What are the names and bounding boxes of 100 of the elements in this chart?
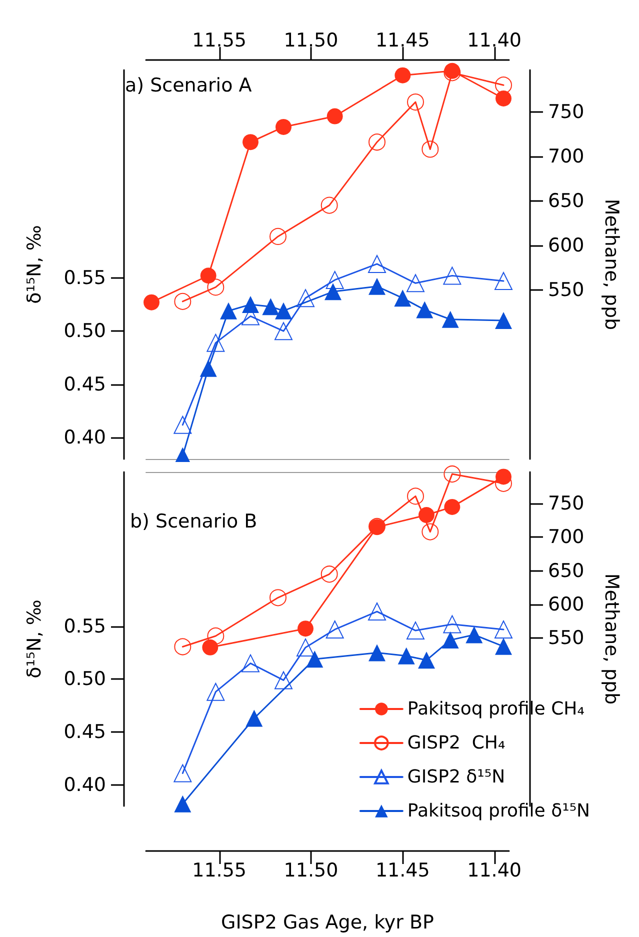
point — [406, 622, 424, 640]
point — [202, 639, 218, 656]
point — [495, 76, 512, 94]
annotation: b) Scenario B — [130, 510, 258, 532]
point — [242, 654, 260, 672]
legend-label: GISP2 CH₄ — [407, 732, 506, 754]
point — [320, 566, 338, 583]
point — [274, 322, 292, 340]
y2-tick-label: 600 — [548, 593, 584, 616]
point — [407, 94, 424, 111]
point — [443, 266, 462, 285]
point — [326, 108, 343, 124]
point — [444, 498, 460, 515]
point — [442, 632, 459, 649]
point — [200, 268, 216, 284]
point — [442, 310, 459, 328]
point — [495, 638, 512, 655]
y2-tick-label: 700 — [548, 526, 584, 548]
point — [466, 626, 483, 644]
y2-tick-label: 650 — [548, 560, 584, 582]
point — [275, 302, 292, 320]
legend-label: GISP2 δ¹⁵N — [407, 766, 506, 788]
y-tick-label: 0.40 — [64, 426, 106, 449]
legend-label: Pakitsoq profile δ¹⁵N — [407, 800, 590, 822]
x-tick-label: 11.50 — [284, 860, 338, 882]
point — [320, 196, 338, 214]
point — [324, 283, 342, 300]
point — [242, 296, 259, 313]
point — [394, 290, 412, 307]
point — [494, 272, 512, 290]
y2-tick-label: 550 — [548, 626, 584, 649]
point — [407, 488, 424, 505]
point — [174, 638, 192, 656]
point — [174, 764, 192, 782]
point — [495, 312, 512, 329]
point — [398, 647, 415, 664]
point — [422, 523, 439, 540]
y2-tick-label: 650 — [548, 190, 584, 212]
point — [368, 278, 386, 295]
point — [496, 468, 512, 485]
point — [326, 620, 344, 638]
point — [494, 620, 512, 638]
point — [368, 134, 386, 151]
x-tick-label: 11.55 — [192, 860, 247, 882]
x-tick-label: 11.50 — [284, 30, 338, 52]
x-axis-title: GISP2 Gas Age, kyr BP — [220, 912, 434, 934]
point — [207, 627, 224, 644]
x-tick-label: 11.45 — [375, 30, 430, 52]
y-tick-label: 0.40 — [64, 774, 106, 796]
x-tick-label: 11.40 — [467, 860, 522, 882]
point — [207, 278, 224, 296]
point — [296, 638, 314, 656]
y-tick-label: 0.45 — [64, 721, 106, 744]
point — [418, 507, 434, 524]
y2-axis-title: Methane, ppb — [600, 198, 622, 330]
point — [368, 602, 386, 621]
point — [443, 615, 462, 634]
y2-tick-label: 750 — [548, 100, 584, 123]
y-tick-label: 0.55 — [64, 615, 106, 638]
point — [298, 620, 314, 637]
point — [496, 90, 512, 106]
point — [246, 710, 263, 727]
point — [174, 416, 192, 434]
y2-tick-label: 600 — [548, 234, 584, 256]
y2-tick-label: 550 — [548, 278, 584, 301]
x-tick-label: 11.45 — [375, 860, 430, 882]
y-axis-title: δ¹⁵N, ‰ — [24, 225, 46, 304]
y2-tick-label: 750 — [548, 492, 584, 515]
point — [444, 466, 461, 483]
point — [200, 360, 217, 377]
point — [418, 652, 435, 669]
point — [220, 302, 237, 320]
point — [394, 67, 411, 84]
point — [274, 671, 292, 690]
point — [416, 301, 434, 318]
point — [262, 298, 280, 316]
x-tick-label: 11.55 — [192, 30, 247, 52]
y-tick-label: 0.55 — [64, 266, 106, 289]
point — [174, 292, 192, 310]
point — [174, 795, 192, 812]
point — [270, 228, 286, 245]
point — [368, 254, 386, 273]
point — [242, 134, 258, 150]
y-tick-label: 0.50 — [64, 668, 106, 690]
point — [206, 682, 225, 701]
point — [276, 118, 292, 135]
y2-axis-title: Methane, ppb — [600, 573, 622, 705]
point — [406, 274, 424, 292]
point — [422, 140, 439, 158]
x-tick-label: 11.40 — [467, 30, 522, 52]
annotation: a) Scenario A — [125, 74, 252, 96]
point — [270, 589, 286, 606]
y-tick-label: 0.45 — [64, 373, 106, 396]
point — [206, 334, 225, 352]
point — [306, 650, 324, 668]
point — [296, 289, 314, 308]
point — [368, 644, 386, 662]
y-axis-title: δ¹⁵N, ‰ — [24, 600, 46, 678]
y2-tick-label: 700 — [548, 145, 584, 168]
point — [144, 294, 160, 310]
